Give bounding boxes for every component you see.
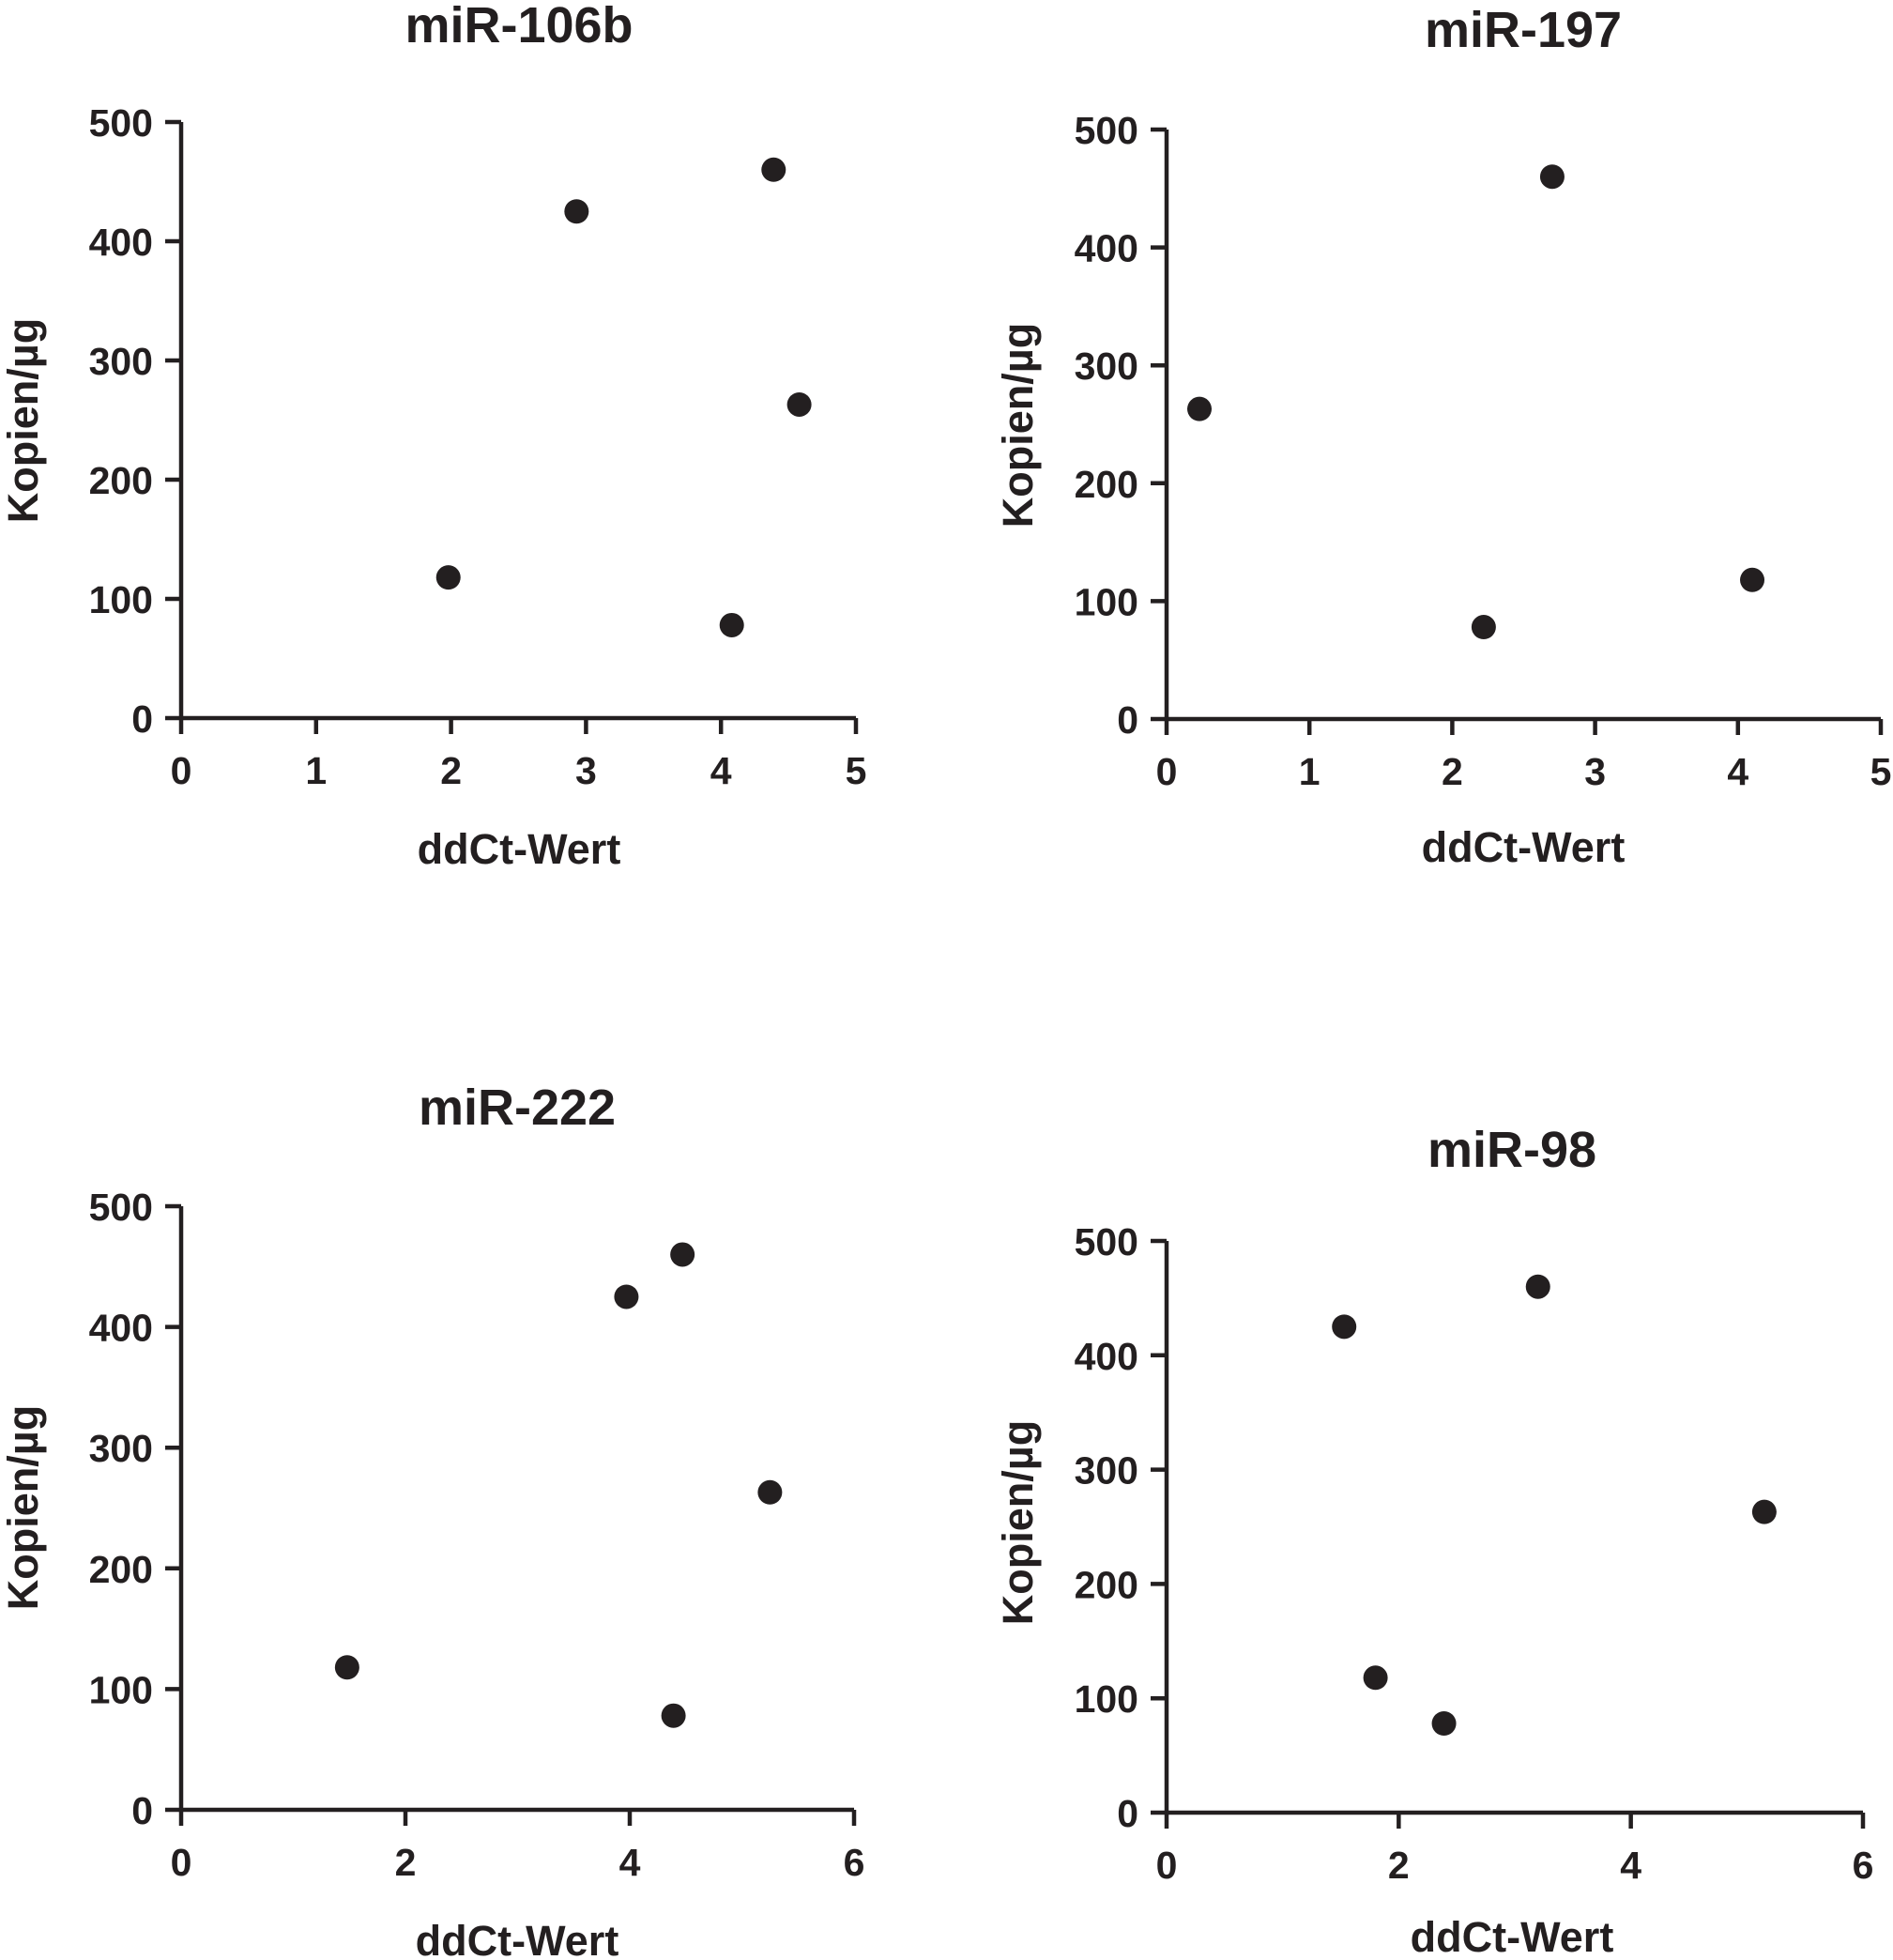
y-tick-label: 300	[1075, 345, 1138, 388]
x-tick-label: 6	[1853, 1844, 1874, 1887]
data-point	[1431, 1710, 1457, 1736]
y-tick-label: 200	[1075, 463, 1138, 506]
y-tick-label: 100	[1075, 1677, 1138, 1721]
panel-mir-98: miR-98 ddCt-Wert Kopien/µg 0 100 200 300 400…	[994, 1122, 1873, 1960]
data-point	[1187, 396, 1213, 421]
y-tick-label: 100	[1075, 580, 1138, 623]
x-tick-label: 3	[1584, 750, 1606, 793]
data-point	[1332, 1314, 1357, 1340]
chart-title: miR-222	[419, 1080, 616, 1136]
panel-mir-222: miR-222 ddCt-Wert Kopien/µg 010020030040…	[0, 1080, 864, 1960]
x-tick-label: 2	[1442, 750, 1463, 793]
y-tick-label: 500	[1075, 1220, 1138, 1263]
y-tick-label: 100	[89, 578, 153, 621]
x-tick-label: 5	[846, 749, 867, 792]
x-tick-label: 4	[619, 1841, 641, 1884]
data-point	[1740, 567, 1765, 592]
y-tick-label: 500	[89, 101, 153, 145]
y-tick-label: 100	[89, 1668, 153, 1711]
x-tick-label: 2	[1388, 1844, 1410, 1887]
data-point	[435, 565, 461, 590]
y-tick-label: 0	[1117, 1792, 1138, 1835]
y-axis-label: Kopien/µg	[994, 1420, 1042, 1625]
panel-mir-106b: miR-106b ddCt-Wert Kopien/µg 0 100 200 300 4…	[0, 0, 866, 873]
x-axis-label: ddCt-Wert	[1411, 1913, 1614, 1960]
data-point	[334, 1655, 359, 1680]
x-tick-label: 1	[305, 749, 327, 792]
chart-title: miR-98	[1427, 1122, 1596, 1178]
data-point	[1751, 1499, 1777, 1524]
data-point	[564, 199, 589, 224]
y-tick-label: 200	[89, 459, 153, 502]
y-tick-label: 200	[1075, 1563, 1138, 1606]
data-point	[1539, 164, 1565, 190]
y-tick-label: 500	[89, 1186, 153, 1229]
x-axis-label: ddCt-Wert	[416, 1917, 619, 1960]
x-tick-label: 1	[1299, 750, 1321, 793]
data-point	[1363, 1665, 1388, 1691]
x-tick-label: 4	[1620, 1844, 1641, 1887]
y-tick-label: 300	[89, 340, 153, 383]
chart-title: miR-197	[1425, 2, 1622, 58]
data-point	[614, 1284, 639, 1309]
y-axis-label: Kopien/µg	[0, 1405, 47, 1610]
x-tick-label: 4	[1727, 750, 1748, 793]
x-tick-label: 0	[171, 1841, 192, 1884]
y-tick-label: 300	[89, 1427, 153, 1470]
x-tick-label: 0	[171, 749, 192, 792]
x-tick-label: 6	[844, 1841, 865, 1884]
data-point	[670, 1242, 695, 1267]
data-point	[1525, 1274, 1550, 1299]
y-tick-label: 500	[1075, 109, 1138, 152]
x-tick-label: 2	[440, 749, 462, 792]
y-tick-label: 400	[1075, 1335, 1138, 1378]
data-point	[786, 391, 812, 417]
x-tick-label: 3	[575, 749, 597, 792]
y-tick-label: 0	[131, 1789, 153, 1832]
y-tick-label: 0	[131, 697, 153, 741]
x-tick-label: 4	[710, 749, 732, 792]
data-point	[761, 157, 786, 182]
y-tick-label: 200	[89, 1548, 153, 1591]
data-point	[661, 1703, 686, 1728]
y-tick-label: 400	[89, 1307, 153, 1350]
y-axis-label: Kopien/µg	[0, 318, 47, 523]
x-tick-label: 0	[1156, 750, 1178, 793]
panel-mir-197: miR-197 ddCt-Wert Kopien/µg 010020030040…	[994, 2, 1891, 871]
y-tick-label: 400	[89, 221, 153, 264]
data-point	[1471, 615, 1496, 640]
data-point	[757, 1479, 783, 1505]
x-tick-label: 0	[1156, 1844, 1178, 1887]
y-tick-label: 300	[1075, 1449, 1138, 1493]
x-axis-label: ddCt-Wert	[1422, 823, 1626, 871]
chart-title: miR-106b	[405, 0, 633, 54]
data-point	[719, 612, 744, 637]
x-tick-label: 2	[395, 1841, 417, 1884]
y-tick-label: 0	[1117, 698, 1138, 742]
x-tick-label: 5	[1870, 750, 1892, 793]
y-axis-label: Kopien/µg	[994, 323, 1042, 528]
y-tick-label: 400	[1075, 227, 1138, 270]
x-axis-label: ddCt-Wert	[418, 825, 621, 873]
